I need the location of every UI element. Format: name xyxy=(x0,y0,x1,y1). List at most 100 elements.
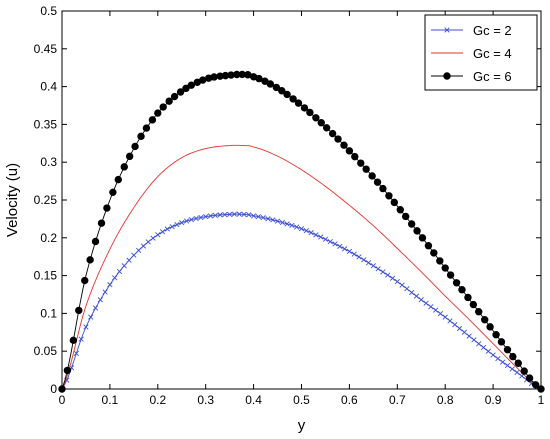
series-point xyxy=(437,310,444,317)
series-point xyxy=(145,239,151,245)
series-point xyxy=(164,226,170,232)
series-point xyxy=(476,341,482,347)
series-point xyxy=(469,300,478,309)
series-point xyxy=(433,307,439,313)
series-point xyxy=(490,352,496,358)
series-point xyxy=(503,345,512,354)
series-point xyxy=(176,88,185,96)
series-point xyxy=(396,206,404,214)
series-point xyxy=(418,297,424,303)
series-point xyxy=(404,286,410,292)
series-point xyxy=(265,216,271,222)
series-point xyxy=(114,175,122,184)
series-point xyxy=(514,359,522,367)
series-point xyxy=(289,222,295,228)
series-point xyxy=(303,228,309,234)
series-point xyxy=(452,322,458,328)
y-tick-label: 0.1 xyxy=(40,306,57,320)
series-point xyxy=(492,331,500,339)
y-tick-label: 0.3 xyxy=(40,155,57,169)
series-point xyxy=(475,308,483,316)
series-point xyxy=(418,234,427,242)
series-point xyxy=(399,282,405,288)
series-point xyxy=(210,73,218,81)
legend-marker xyxy=(444,27,450,33)
series-point xyxy=(125,152,134,161)
series-point xyxy=(509,366,515,372)
series-point xyxy=(471,337,477,343)
x-tick-label: 0.2 xyxy=(149,393,166,407)
series-point xyxy=(308,230,314,236)
series-point xyxy=(183,218,190,224)
series-point xyxy=(361,257,367,263)
series-point xyxy=(212,212,218,218)
series-point xyxy=(103,204,111,212)
series-point xyxy=(246,212,252,218)
x-axis-title: y xyxy=(298,417,306,434)
series-point xyxy=(345,147,354,155)
series-point xyxy=(63,366,72,375)
series-point xyxy=(150,235,156,241)
series-point xyxy=(520,367,528,375)
series-point xyxy=(509,352,517,361)
series-point xyxy=(116,268,123,275)
y-tick-label: 0.25 xyxy=(34,193,58,207)
series-point xyxy=(442,314,448,320)
series-point xyxy=(107,282,113,288)
y-tick-label: 0.35 xyxy=(34,117,58,131)
series-point xyxy=(351,152,359,161)
series-point xyxy=(368,172,376,180)
series-point xyxy=(88,314,94,320)
series-point xyxy=(207,213,214,219)
series-point xyxy=(351,251,357,257)
series-point xyxy=(109,188,117,197)
legend-label-2: Gc = 4 xyxy=(473,46,512,61)
series-point xyxy=(154,109,162,117)
series-point xyxy=(203,214,209,220)
series-point xyxy=(409,289,415,296)
series-point xyxy=(294,224,300,230)
series-point xyxy=(346,248,353,255)
series-point xyxy=(514,369,520,375)
series-point xyxy=(373,178,382,186)
series-point xyxy=(102,289,108,295)
series-point xyxy=(260,214,266,221)
series-point xyxy=(75,306,83,315)
series-point xyxy=(318,234,324,240)
series-point xyxy=(222,211,228,218)
series-point xyxy=(137,132,145,141)
series-point xyxy=(155,232,161,238)
series-point xyxy=(159,229,166,235)
series-point xyxy=(236,211,242,217)
x-tick-label: 0 xyxy=(59,393,66,407)
series-point xyxy=(69,336,78,345)
series-point xyxy=(531,381,540,389)
series-point xyxy=(270,217,276,223)
series-point xyxy=(327,238,333,245)
y-tick-label: 0.45 xyxy=(34,42,58,56)
series-point xyxy=(537,385,545,393)
series-point xyxy=(266,80,275,88)
series-point xyxy=(289,95,297,103)
series-point xyxy=(120,163,128,171)
series-point xyxy=(131,142,139,151)
series-point xyxy=(182,84,190,93)
series-point xyxy=(356,254,362,260)
series-point xyxy=(272,83,281,92)
series-point xyxy=(464,293,472,302)
series-point xyxy=(423,300,429,306)
series-point xyxy=(78,336,84,342)
series-point xyxy=(370,263,376,269)
series-point xyxy=(322,236,329,242)
series-point xyxy=(92,305,99,311)
series-point xyxy=(148,116,157,124)
y-tick-label: 0.05 xyxy=(34,344,58,358)
series-point xyxy=(136,247,142,254)
series-point xyxy=(413,227,421,235)
series-point xyxy=(480,344,487,351)
series-point xyxy=(504,362,511,369)
series-point xyxy=(452,279,461,287)
x-tick-label: 0.6 xyxy=(341,393,358,407)
series-point xyxy=(357,159,365,167)
